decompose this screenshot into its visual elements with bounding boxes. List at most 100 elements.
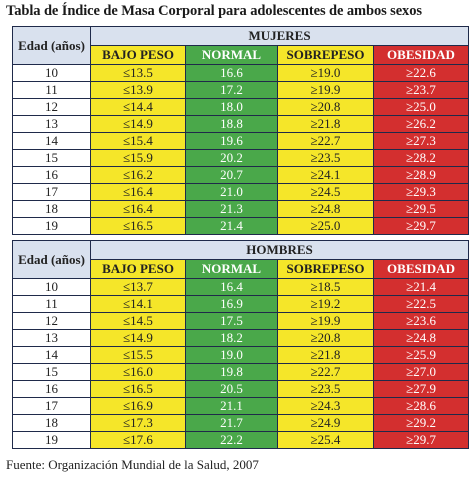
obesidad-cell: ≥23.6	[372, 312, 470, 330]
normal-cell: 16.6	[185, 64, 278, 82]
table-row: 12 ≤14.5 17.5 ≥19.9 ≥23.6	[12, 312, 470, 330]
edad-header: Edad (años)	[12, 240, 91, 279]
sobrepeso-cell: ≥19.0	[277, 64, 374, 82]
bajo-peso-cell: ≤16.0	[90, 363, 186, 381]
table-row: 14 ≤15.4 19.6 ≥22.7 ≥27.3	[12, 132, 469, 150]
table-row: 10 ≤13.7 16.4 ≥18.5 ≥21.4	[12, 278, 470, 296]
obesidad-cell: ≥22.6	[373, 64, 469, 82]
age-cell: 19	[12, 217, 91, 235]
table-row: 19 ≤16.5 21.4 ≥25.0 ≥29.7	[12, 217, 469, 235]
normal-cell: 21.1	[185, 397, 278, 415]
age-cell: 11	[12, 81, 91, 99]
table-row: 17 ≤16.9 21.1 ≥24.3 ≥28.6	[12, 397, 470, 415]
bajo-peso-cell: ≤14.9	[90, 329, 186, 347]
table-row: 19 ≤17.6 22.2 ≥25.4 ≥29.7	[12, 431, 470, 449]
table-row: 12 ≤14.4 18.0 ≥20.8 ≥25.0	[12, 98, 469, 116]
normal-cell: 18.2	[185, 329, 278, 347]
sobrepeso-cell: ≥19.9	[277, 81, 374, 99]
sobrepeso-cell: ≥20.8	[277, 329, 374, 347]
sobrepeso-cell: ≥25.0	[277, 217, 374, 235]
obesidad-cell: ≥29.7	[373, 217, 469, 235]
normal-cell: 17.5	[185, 312, 278, 330]
normal-cell: 18.8	[185, 115, 278, 133]
source-note: Fuente: Organización Mundial de la Salud…	[6, 457, 259, 472]
bajo-peso-cell: ≤17.3	[90, 414, 186, 432]
bajo-peso-cell: ≤14.9	[90, 115, 186, 133]
age-cell: 19	[12, 431, 91, 449]
sobrepeso-cell: ≥22.7	[277, 363, 374, 381]
age-cell: 15	[12, 149, 91, 167]
sobrepeso-cell: ≥24.5	[277, 183, 374, 201]
sobrepeso-cell: ≥22.7	[277, 132, 374, 150]
sobrepeso-cell: ≥24.9	[277, 414, 374, 432]
bajo-peso-cell: ≤13.7	[90, 278, 186, 296]
normal-cell: 16.4	[185, 278, 278, 296]
table-row: 17 ≤16.4 21.0 ≥24.5 ≥29.3	[12, 183, 469, 201]
bajo-peso-cell: ≤14.5	[90, 312, 186, 330]
normal-cell: 18.0	[185, 98, 278, 116]
sobrepeso-cell: ≥21.8	[277, 115, 374, 133]
sex-header: HOMBRES	[89, 240, 470, 260]
bmi-table-hombres: Edad (años) HOMBRES BAJO PESO NORMAL SOB…	[12, 240, 470, 449]
table-row: 15 ≤15.9 20.2 ≥23.5 ≥28.2	[12, 149, 469, 167]
obesidad-header: OBESIDAD	[373, 45, 469, 65]
age-cell: 16	[12, 166, 91, 184]
table-row: 18 ≤17.3 21.7 ≥24.9 ≥29.2	[12, 414, 470, 432]
sobrepeso-cell: ≥23.5	[277, 380, 374, 398]
bajo-peso-header: BAJO PESO	[90, 259, 186, 279]
sobrepeso-header: SOBREPESO	[277, 259, 374, 279]
sobrepeso-cell: ≥24.3	[277, 397, 374, 415]
table-row: 18 ≤16.4 21.3 ≥24.8 ≥29.5	[12, 200, 469, 218]
obesidad-cell: ≥28.6	[372, 397, 470, 415]
obesidad-cell: ≥26.2	[373, 115, 469, 133]
obesidad-cell: ≥27.3	[373, 132, 469, 150]
normal-header: NORMAL	[185, 45, 278, 65]
normal-cell: 19.8	[185, 363, 278, 381]
normal-header: NORMAL	[185, 259, 278, 279]
sobrepeso-cell: ≥23.5	[277, 149, 374, 167]
obesidad-cell: ≥24.8	[372, 329, 470, 347]
header-row: Edad (años) MUJERES	[12, 26, 469, 65]
obesidad-header: OBESIDAD	[372, 259, 470, 279]
bajo-peso-cell: ≤14.1	[90, 295, 186, 313]
table-body: Edad (años) MUJERES BAJO PESO NORMAL SOB…	[12, 26, 469, 235]
obesidad-cell: ≥28.9	[373, 166, 469, 184]
normal-cell: 19.6	[185, 132, 278, 150]
bajo-peso-header: BAJO PESO	[90, 45, 186, 65]
edad-header: Edad (años)	[12, 26, 91, 65]
age-cell: 14	[12, 132, 91, 150]
sobrepeso-cell: ≥25.4	[277, 431, 374, 449]
age-cell: 15	[12, 363, 91, 381]
bajo-peso-cell: ≤14.4	[90, 98, 186, 116]
sobrepeso-cell: ≥24.8	[277, 200, 374, 218]
table-row: 16 ≤16.2 20.7 ≥24.1 ≥28.9	[12, 166, 469, 184]
sobrepeso-header: SOBREPESO	[277, 45, 374, 65]
normal-cell: 20.5	[185, 380, 278, 398]
normal-cell: 21.4	[185, 217, 278, 235]
bajo-peso-cell: ≤15.5	[90, 346, 186, 364]
sobrepeso-cell: ≥19.9	[277, 312, 374, 330]
age-cell: 10	[12, 278, 91, 296]
bajo-peso-cell: ≤13.5	[90, 64, 186, 82]
obesidad-cell: ≥29.5	[373, 200, 469, 218]
normal-cell: 21.3	[185, 200, 278, 218]
normal-cell: 19.0	[185, 346, 278, 364]
sobrepeso-cell: ≥19.2	[277, 295, 374, 313]
age-cell: 16	[12, 380, 91, 398]
table-row: 14 ≤15.5 19.0 ≥21.8 ≥25.9	[12, 346, 470, 364]
column-header-row: BAJO PESO NORMAL SOBREPESO OBESIDAD	[13, 45, 469, 65]
table-row: 13 ≤14.9 18.2 ≥20.8 ≥24.8	[12, 329, 470, 347]
table-row: 11 ≤13.9 17.2 ≥19.9 ≥23.7	[12, 81, 469, 99]
age-cell: 13	[12, 329, 91, 347]
sobrepeso-cell: ≥21.8	[277, 346, 374, 364]
age-cell: 17	[12, 183, 91, 201]
header-row: Edad (años) HOMBRES	[12, 240, 470, 279]
normal-cell: 17.2	[185, 81, 278, 99]
obesidad-cell: ≥29.2	[372, 414, 470, 432]
normal-cell: 22.2	[185, 431, 278, 449]
obesidad-cell: ≥28.2	[373, 149, 469, 167]
age-cell: 11	[12, 295, 91, 313]
obesidad-cell: ≥25.0	[373, 98, 469, 116]
table-row: 11 ≤14.1 16.9 ≥19.2 ≥22.5	[12, 295, 470, 313]
